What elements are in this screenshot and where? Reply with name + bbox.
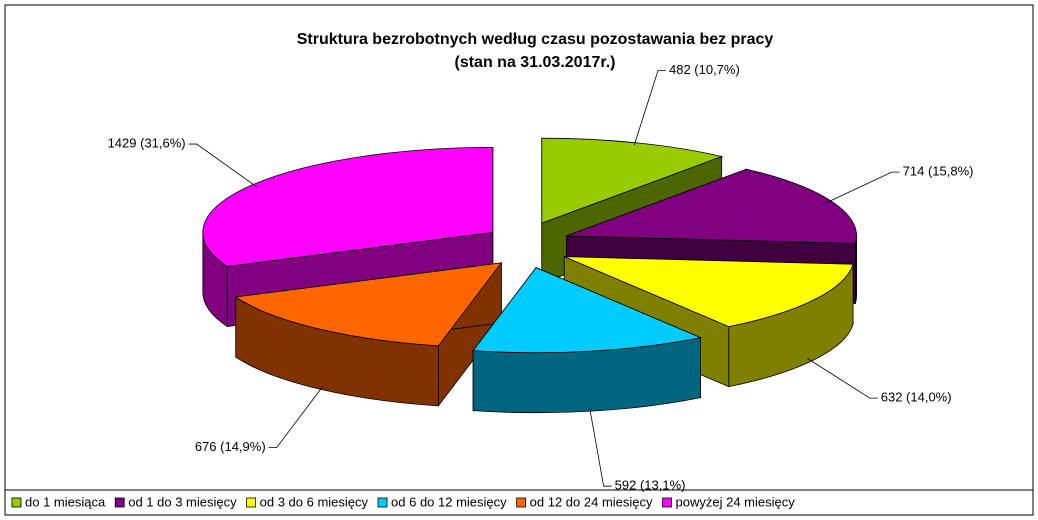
slice <box>234 261 503 408</box>
chart-subtitle: (stan na 31.03.2017r.) <box>455 54 616 71</box>
data-label: 592 (13,1%) <box>615 478 686 493</box>
leader-line <box>268 386 324 449</box>
leader-line <box>589 408 612 487</box>
pie: 482 (10,7%) 714 (15,8%) 632 (14,0%) 592 (13… <box>108 62 974 493</box>
slice-top <box>234 262 503 347</box>
legend-label: od 1 do 3 miesięcy <box>128 494 237 509</box>
data-label: 714 (15,8%) <box>903 164 974 179</box>
slice <box>472 266 702 414</box>
legend-label: od 12 do 24 miesięcy <box>530 494 653 509</box>
legend-swatch <box>11 497 22 508</box>
legend: do 1 miesiąca od 1 do 3 miesięcy od 3 do 6… <box>11 494 796 509</box>
data-label: 482 (10,7%) <box>669 62 740 77</box>
leader-line <box>806 357 878 399</box>
legend-label: od 6 do 12 miesięcy <box>391 494 507 509</box>
slice <box>202 146 494 328</box>
legend-swatch <box>662 497 672 508</box>
legend-label: do 1 miesiąca <box>25 494 106 509</box>
data-label: 1429 (31,6%) <box>108 135 186 150</box>
data-label: 676 (14,9%) <box>195 439 266 454</box>
slice-top <box>472 267 702 354</box>
slice-top <box>564 256 854 328</box>
legend-swatch <box>516 497 527 508</box>
leader-line <box>633 70 666 146</box>
legend-swatch <box>377 497 388 508</box>
slice-top <box>541 137 724 224</box>
leader-line <box>188 143 258 188</box>
legend-label: od 3 do 6 miesięcy <box>260 494 369 509</box>
slice-wall <box>855 235 857 304</box>
leader-line <box>824 171 900 204</box>
legend-swatch <box>246 497 257 508</box>
data-label: 632 (14,0%) <box>881 390 952 405</box>
chart-frame <box>4 4 1034 516</box>
legend-label: powyżej 24 miesięcy <box>676 494 796 509</box>
slice-top <box>566 168 857 244</box>
slice-top <box>202 146 494 267</box>
chart-title: Struktura bezrobotnych według czasu pozo… <box>297 31 774 48</box>
legend-swatch <box>114 497 125 508</box>
